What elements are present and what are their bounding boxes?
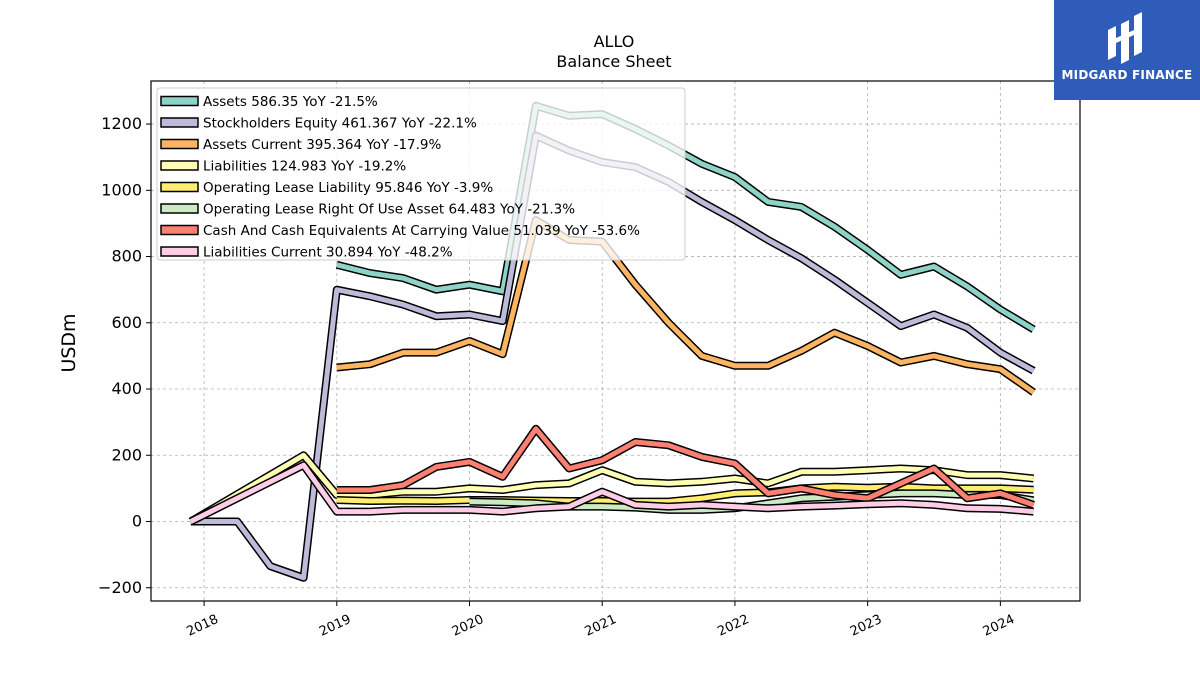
- legend-label: Liabilities 124.983 YoY -19.2%: [203, 159, 406, 175]
- series-line-3: [189, 452, 1034, 524]
- series-line-4: [336, 484, 1034, 505]
- y-tick-label: 0: [132, 512, 142, 531]
- legend-swatch: [160, 138, 199, 150]
- y-tick-label: 1000: [101, 180, 142, 199]
- legend-swatch: [160, 181, 199, 193]
- legend-label: Assets 586.35 YoY -21.5%: [203, 94, 378, 110]
- legend: Assets 586.35 YoY -21.5% Stockholders Equ…: [156, 87, 686, 261]
- x-tick-label: 2024: [981, 612, 1017, 640]
- x-tick-label: 2018: [184, 612, 220, 640]
- y-axis-label: USDm: [58, 313, 80, 372]
- y-ticks: −200 0 200 400 600 800 1000 1200: [98, 114, 151, 597]
- series-line-2: [336, 217, 1036, 395]
- plot-frame: [150, 80, 1081, 602]
- legend-label: Operating Lease Liability 95.846 YoY -3.…: [203, 180, 493, 196]
- legend-swatch: [160, 224, 199, 236]
- legend-swatch: [160, 95, 199, 107]
- series-line-6: [336, 426, 1035, 508]
- legend-label: Cash And Cash Equivalents At Carrying Va…: [203, 223, 640, 239]
- legend-swatch: [160, 246, 199, 257]
- midgard-logo-icon: [1108, 12, 1142, 64]
- legend-label: Liabilities Current 30.894 YoY -48.2%: [203, 245, 453, 261]
- x-tick-label: 2020: [450, 612, 486, 640]
- x-tick-label: 2023: [848, 612, 884, 640]
- legend-label: Operating Lease Right Of Use Asset 64.48…: [203, 202, 575, 218]
- y-tick-label: 600: [111, 313, 142, 332]
- x-tick-label: 2019: [317, 612, 353, 640]
- brand-name: MIDGARD FINANCE: [1061, 68, 1193, 82]
- series-line-7: [189, 462, 1034, 524]
- y-tick-label: 800: [111, 247, 142, 266]
- brand-logo: MIDGARD FINANCE: [1054, 0, 1200, 100]
- x-tick-label: 2021: [583, 612, 619, 640]
- x-tick-label: 2022: [715, 612, 751, 640]
- legend-swatch: [160, 160, 199, 171]
- y-tick-label: 200: [111, 445, 142, 464]
- x-ticks: 2018 2019 2020 2021 2022 2023 2024: [184, 601, 1017, 640]
- chart-subtitle: Balance Sheet: [556, 52, 671, 71]
- y-tick-label: 1200: [101, 114, 142, 133]
- y-tick-label: −200: [98, 578, 142, 597]
- legend-swatch: [160, 117, 199, 128]
- legend-label: Assets Current 395.364 YoY -17.9%: [203, 137, 442, 153]
- y-tick-label: 400: [111, 379, 142, 398]
- legend-box: [156, 87, 686, 261]
- legend-label: Stockholders Equity 461.367 YoY -22.1%: [203, 116, 477, 132]
- legend-swatch: [160, 203, 199, 214]
- chart-title: ALLO: [594, 32, 635, 51]
